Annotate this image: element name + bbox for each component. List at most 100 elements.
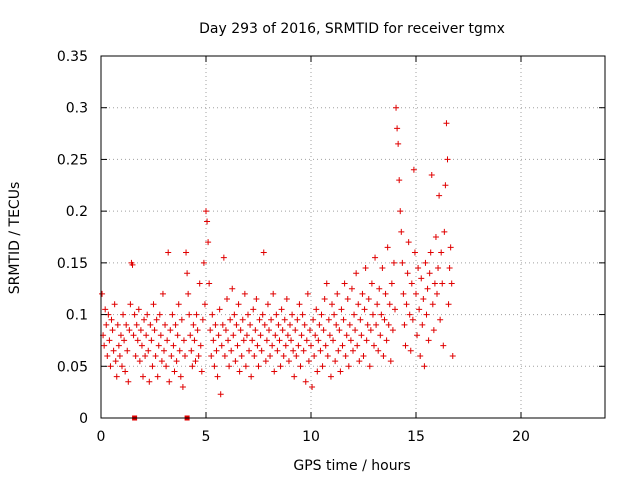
data-point <box>224 296 230 303</box>
data-point <box>158 358 165 365</box>
data-point <box>267 352 274 359</box>
data-point <box>353 270 360 277</box>
data-point <box>440 342 447 349</box>
data-point <box>279 327 286 334</box>
data-point <box>232 358 239 365</box>
data-point <box>104 352 111 359</box>
data-point <box>172 321 179 328</box>
data-point <box>214 373 221 380</box>
data-point <box>250 306 257 313</box>
data-point <box>110 347 117 354</box>
data-point <box>146 378 153 385</box>
data-point <box>359 290 366 297</box>
data-point <box>251 352 258 359</box>
data-point <box>385 321 392 328</box>
data-point <box>220 254 227 261</box>
data-point <box>217 391 224 398</box>
data-point <box>210 337 217 344</box>
data-point <box>431 280 438 287</box>
data-point <box>243 332 250 339</box>
data-point <box>102 306 109 313</box>
data-point <box>261 321 268 328</box>
data-point <box>360 352 367 359</box>
data-point <box>200 259 207 266</box>
data-point <box>407 347 414 354</box>
data-point <box>292 327 299 334</box>
data-point <box>357 316 364 323</box>
data-points <box>99 104 456 421</box>
data-point <box>211 363 218 370</box>
data-point <box>276 337 283 344</box>
data-point <box>191 337 198 344</box>
data-point <box>311 352 318 359</box>
data-point <box>346 321 353 328</box>
data-point <box>378 311 385 318</box>
data-point <box>112 358 119 365</box>
data-point <box>361 306 368 313</box>
data-point <box>364 321 371 328</box>
data-point <box>413 290 419 297</box>
data-point <box>315 337 322 344</box>
y-tick-label: 0.35 <box>57 49 88 65</box>
data-point <box>334 290 341 297</box>
data-point <box>157 332 164 339</box>
data-point <box>363 337 370 344</box>
data-point <box>436 192 443 199</box>
data-point <box>372 254 379 261</box>
data-point <box>408 280 415 287</box>
x-tick-label: 10 <box>302 429 320 445</box>
data-point <box>340 316 347 323</box>
data-point <box>141 316 148 323</box>
data-point <box>278 306 285 313</box>
data-point <box>298 332 305 339</box>
data-point <box>430 327 437 334</box>
data-point <box>281 316 288 323</box>
data-point <box>305 358 312 365</box>
data-point <box>437 316 444 323</box>
data-point <box>354 342 361 349</box>
data-point <box>155 342 162 349</box>
data-point <box>173 358 180 365</box>
data-point <box>347 337 354 344</box>
y-tick-label: 0.1 <box>66 308 88 324</box>
chart-title: Day 293 of 2016, SRMTID for receiver tgm… <box>199 21 505 37</box>
data-point <box>239 316 246 323</box>
y-tick-label: 0.15 <box>57 256 88 272</box>
data-point <box>175 301 182 308</box>
data-point <box>313 306 320 313</box>
data-point <box>148 337 155 344</box>
data-point <box>213 347 220 354</box>
data-point <box>227 316 234 323</box>
data-point <box>143 332 150 339</box>
data-point <box>303 337 310 344</box>
data-point <box>133 321 140 328</box>
data-point <box>266 327 272 334</box>
data-point <box>165 249 172 256</box>
data-point <box>174 332 181 339</box>
data-point <box>186 311 193 318</box>
data-point <box>404 270 411 277</box>
data-point <box>201 301 208 308</box>
data-point <box>208 352 215 359</box>
data-point <box>416 306 423 313</box>
data-point <box>137 327 144 334</box>
data-point <box>123 321 130 328</box>
data-point <box>432 234 439 240</box>
data-point <box>449 352 456 359</box>
data-point <box>166 378 173 385</box>
data-point <box>188 347 195 354</box>
data-point <box>445 301 452 308</box>
data-point <box>289 311 296 318</box>
data-point <box>107 363 114 370</box>
data-point <box>358 332 365 339</box>
data-point <box>387 358 394 365</box>
data-point <box>280 352 287 359</box>
data-point <box>240 337 247 344</box>
x-tick-label: 5 <box>202 429 211 445</box>
data-point <box>108 316 115 323</box>
y-axis-label: SRMTID / TECUs <box>7 182 23 295</box>
data-point <box>327 373 334 380</box>
data-point <box>428 171 435 178</box>
data-point <box>288 337 295 344</box>
data-point <box>421 363 428 370</box>
